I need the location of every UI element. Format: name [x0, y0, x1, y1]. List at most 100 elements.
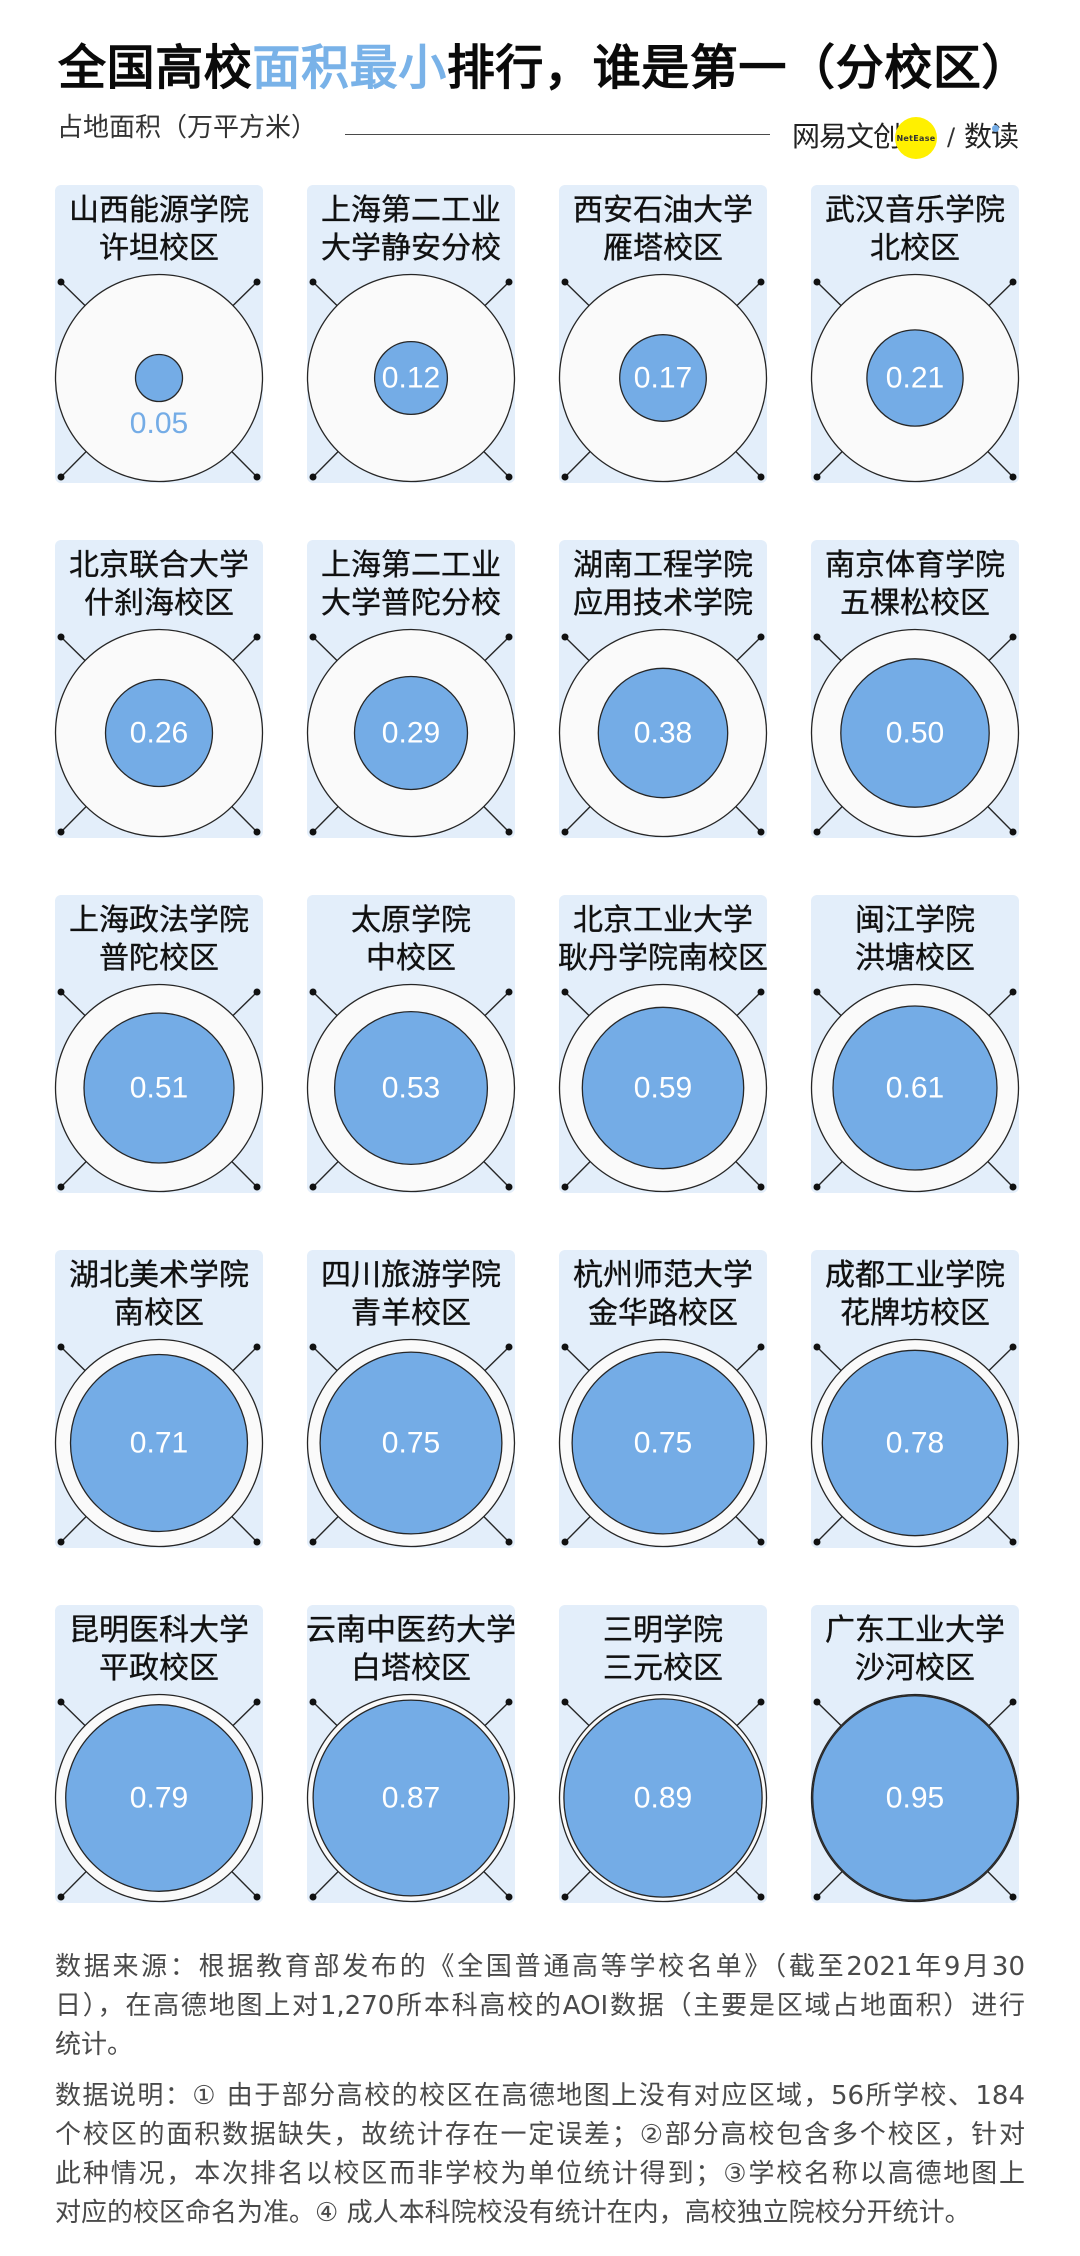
corner-dot-icon [57, 473, 65, 481]
area-circle [840, 658, 990, 808]
area-bubble: 0.59 [558, 983, 768, 1193]
corner-dot-icon [1009, 1343, 1017, 1351]
corner-dot-icon [813, 828, 821, 836]
campus-name-line-1: 上海第二工业 [321, 548, 501, 583]
area-value: 0.61 [886, 1072, 944, 1105]
corner-dot-icon [57, 278, 65, 286]
corner-dot-icon [253, 633, 261, 641]
netease-badge-icon: NetEase [895, 117, 937, 159]
area-circle [134, 353, 184, 403]
area-circle [312, 1699, 510, 1897]
corner-dot-icon [57, 1698, 65, 1706]
corner-dot-icon [757, 1698, 765, 1706]
corner-dot-icon [57, 988, 65, 996]
campus-name: 湖北美术学院 南校区 [41, 1257, 277, 1333]
area-bubble: 0.26 [54, 628, 264, 838]
campus-name-line-1: 上海第二工业 [321, 193, 501, 228]
corner-dot-icon [1009, 278, 1017, 286]
area-value: 0.95 [886, 1782, 944, 1815]
corner-dot-icon [253, 1538, 261, 1546]
campus-name-line-2: 沙河校区 [855, 1651, 975, 1686]
campus-name-line-2: 雁塔校区 [603, 231, 723, 266]
campus-name: 湖南工程学院 应用技术学院 [545, 547, 781, 623]
corner-dot-icon [757, 473, 765, 481]
corner-dot-icon [561, 473, 569, 481]
campus-name-line-2: 耿丹学院南校区 [558, 941, 768, 976]
data-explanation-note: 数据说明：① 由于部分高校的校区在高德地图上没有对应区域，56所学校、184 个… [55, 2077, 1025, 2233]
corner-dot-icon [1009, 1698, 1017, 1706]
campus-name: 昆明医科大学 平政校区 [41, 1612, 277, 1688]
corner-dot-icon [309, 473, 317, 481]
campus-name-line-1: 广东工业大学 [825, 1613, 1005, 1648]
note-line: 日），在高德地图上对1,270所本科高校的AOI数据（主要是区域占地面积）进行 [55, 1991, 1025, 2021]
corner-dot-icon [309, 1538, 317, 1546]
campus-name-line-1: 北京工业大学 [573, 903, 753, 938]
title-suffix: 排行，谁是第一（分校区） [446, 40, 1031, 96]
corner-dot-icon [505, 473, 513, 481]
page-title: 全国高校面积最小排行，谁是第一（分校区） [58, 38, 1030, 98]
corner-dot-icon [561, 1183, 569, 1191]
area-value: 0.87 [382, 1782, 440, 1815]
area-circle [333, 1010, 489, 1166]
campus-name: 上海政法学院 普陀校区 [41, 902, 277, 978]
campus-name-line-1: 北京联合大学 [69, 548, 249, 583]
corner-dot-icon [57, 828, 65, 836]
campus-name-line-2: 应用技术学院 [573, 586, 753, 621]
campus-card: 湖南工程学院 应用技术学院 0.38 [558, 540, 768, 838]
corner-dot-icon [813, 633, 821, 641]
campus-name: 山西能源学院 许坦校区 [41, 192, 277, 268]
corner-dot-icon [561, 1538, 569, 1546]
area-bubble: 0.87 [306, 1693, 516, 1903]
corner-dot-icon [757, 1538, 765, 1546]
corner-dot-icon [1009, 633, 1017, 641]
area-bubble: 0.61 [810, 983, 1020, 1193]
corner-dot-icon [813, 278, 821, 286]
area-circle [812, 1695, 1018, 1901]
area-value: 0.50 [886, 717, 944, 750]
campus-card: 三明学院 三元校区 0.89 [558, 1605, 768, 1903]
corner-dot-icon [309, 1893, 317, 1901]
campus-card: 上海政法学院 普陀校区 0.51 [54, 895, 264, 1193]
title-highlight: 面积最小 [252, 40, 447, 96]
campus-card: 太原学院 中校区 0.53 [306, 895, 516, 1193]
corner-dot-icon [253, 1183, 261, 1191]
title-prefix: 全国高校 [58, 40, 253, 96]
campus-name-line-2: 白塔校区 [351, 1651, 471, 1686]
campus-name-line-1: 闽江学院 [855, 903, 975, 938]
area-circle [69, 1353, 249, 1533]
campus-name-line-2: 中校区 [366, 941, 456, 976]
note-line: 数据来源：根据教育部发布的《全国普通高等学校名单》（截至2021年9月30 [55, 1952, 1025, 1982]
corner-dot-icon [57, 633, 65, 641]
campus-name-line-2: 普陀校区 [99, 941, 219, 976]
area-bubble: 0.38 [558, 628, 768, 838]
campus-name-line-2: 金华路校区 [588, 1296, 738, 1331]
campus-name-line-1: 云南中医药大学 [306, 1613, 516, 1648]
area-circle [353, 675, 469, 791]
area-bubble: 0.05 [54, 273, 264, 483]
corner-dot-icon [309, 633, 317, 641]
campus-name: 上海第二工业 大学普陀分校 [293, 547, 529, 623]
area-bubble: 0.79 [54, 1693, 264, 1903]
area-circle [619, 334, 707, 422]
area-value: 0.89 [634, 1782, 692, 1815]
area-bubble: 0.75 [306, 1338, 516, 1548]
campus-card: 北京联合大学 什刹海校区 0.26 [54, 540, 264, 838]
area-value: 0.79 [130, 1782, 188, 1815]
corner-dot-icon [253, 473, 261, 481]
corner-dot-icon [1009, 1893, 1017, 1901]
campus-name: 南京体育学院 五棵松校区 [797, 547, 1033, 623]
campus-name-line-1: 太原学院 [351, 903, 471, 938]
corner-dot-icon [57, 1183, 65, 1191]
logo-dot-icon [992, 125, 999, 132]
corner-dot-icon [505, 1183, 513, 1191]
campus-name-line-2: 青羊校区 [351, 1296, 471, 1331]
area-circle [866, 329, 964, 427]
campus-card: 湖北美术学院 南校区 0.71 [54, 1250, 264, 1548]
campus-name-line-1: 湖北美术学院 [69, 1258, 249, 1293]
corner-dot-icon [309, 278, 317, 286]
note-line: 个校区的面积数据缺失，故统计存在一定误差；②部分高校包含多个校区，针对 [55, 2120, 1025, 2150]
corner-dot-icon [57, 1538, 65, 1546]
area-bubble: 0.75 [558, 1338, 768, 1548]
corner-dot-icon [505, 633, 513, 641]
corner-dot-icon [561, 1698, 569, 1706]
